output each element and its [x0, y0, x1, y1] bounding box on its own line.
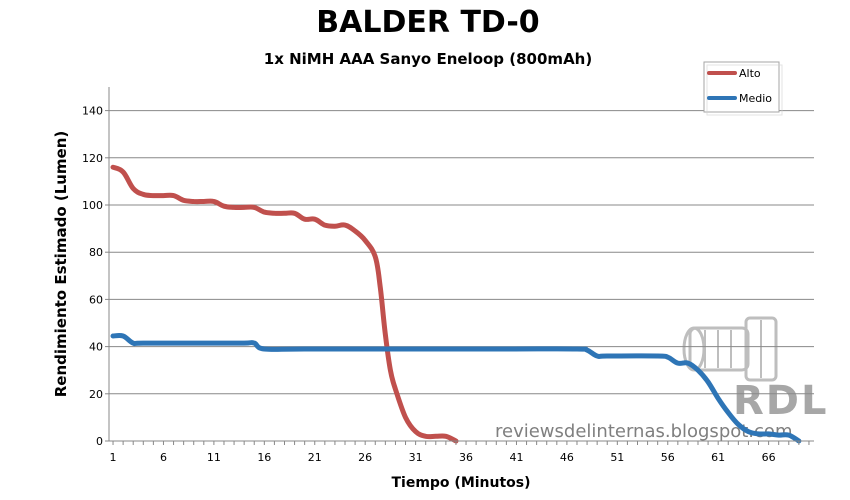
x-tick-label: 56	[661, 451, 675, 464]
watermark-logo-text: RDL	[733, 378, 829, 424]
x-tick-label: 41	[509, 451, 523, 464]
legend-label-alto: Alto	[739, 67, 761, 80]
chart-subtitle: 1x NiMH AAA Sanyo Eneloop (800mAh)	[264, 50, 592, 68]
y-axis-title: Rendimiento Estimado (Lumen)	[52, 131, 70, 398]
watermark: RDL reviewsdelinternas.blogspot.com	[495, 316, 829, 442]
x-tick-label: 1	[110, 451, 117, 464]
axes	[105, 87, 814, 445]
y-tick-label: 0	[96, 435, 103, 448]
x-tick-label: 31	[409, 451, 423, 464]
y-tick-label: 40	[89, 341, 103, 354]
y-tick-label: 100	[82, 199, 103, 212]
y-tick-label: 60	[89, 293, 103, 306]
y-tick-label: 120	[82, 152, 103, 165]
x-axis-title: Tiempo (Minutos)	[391, 475, 530, 491]
y-tick-labels: 0 20 40 60 80 100 120 140	[82, 105, 103, 448]
x-tick-label: 26	[358, 451, 372, 464]
chart-title: BALDER TD-0	[316, 5, 539, 40]
legend-box	[703, 61, 780, 113]
x-tick-label: 61	[711, 451, 725, 464]
legend: Alto Medio	[703, 61, 783, 116]
x-tick-label: 21	[308, 451, 322, 464]
series-line-alto	[110, 164, 459, 444]
x-tick-label: 66	[762, 451, 776, 464]
x-tick-labels: 1 6 11 16 21 26 31 36 41 46 51 56 61 66	[110, 451, 776, 464]
x-tick-label: 51	[610, 451, 624, 464]
y-tick-label: 20	[89, 388, 103, 401]
y-tick-label: 140	[82, 105, 103, 118]
series-line-medio	[110, 332, 802, 444]
flashlight-logo-icon	[682, 316, 778, 382]
legend-label-medio: Medio	[739, 92, 772, 105]
x-tick-label: 11	[207, 451, 221, 464]
x-tick-label: 46	[560, 451, 574, 464]
y-tick-label: 80	[89, 246, 103, 259]
watermark-site-text: reviewsdelinternas.blogspot.com	[495, 421, 792, 442]
x-tick-label: 36	[459, 451, 473, 464]
x-tick-label: 16	[257, 451, 271, 464]
x-tick-label: 6	[160, 451, 167, 464]
series-group	[110, 164, 802, 444]
